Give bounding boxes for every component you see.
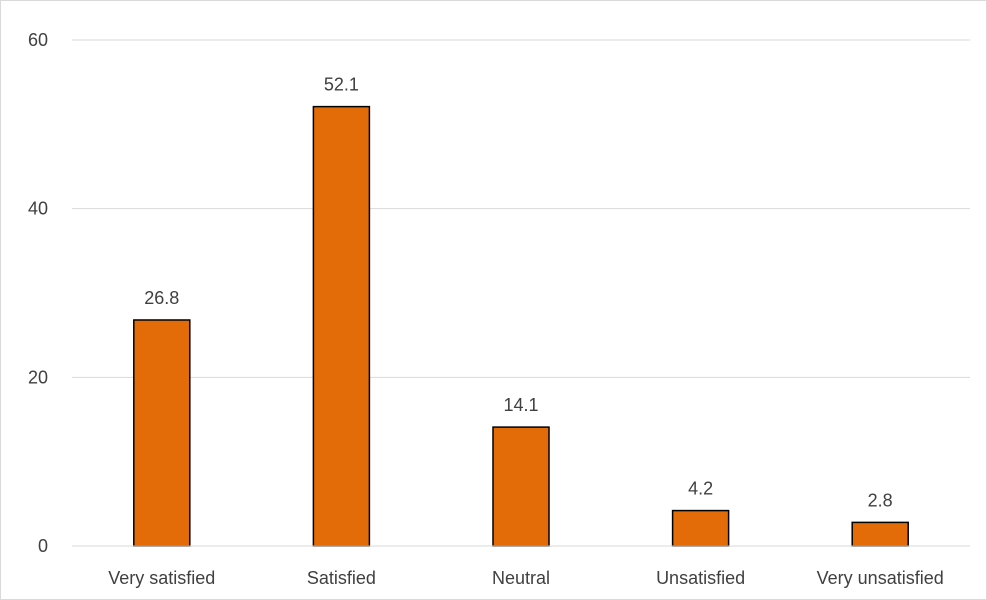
bar xyxy=(492,426,550,547)
gridlines xyxy=(72,39,970,378)
bar-value-label: 2.8 xyxy=(868,490,893,510)
bar xyxy=(851,521,909,547)
y-tick-label: 40 xyxy=(28,199,48,219)
category-label: Satisfied xyxy=(307,568,376,588)
bar xyxy=(133,319,191,547)
category-label: Very unsatisfied xyxy=(817,568,944,588)
bar xyxy=(671,509,730,547)
bars xyxy=(133,105,909,547)
y-tick-label: 60 xyxy=(28,30,48,50)
category-label: Neutral xyxy=(492,568,550,588)
category-label: Unsatisfied xyxy=(656,568,745,588)
bar-value-label: 14.1 xyxy=(503,395,538,415)
category-label: Very satisfied xyxy=(108,568,215,588)
y-tick-label: 20 xyxy=(28,367,48,387)
y-tick-label: 0 xyxy=(38,536,48,556)
y-axis-ticks: 0 20 40 60 xyxy=(28,30,48,556)
bar xyxy=(312,105,371,547)
x-axis-labels: Very satisfied Satisfied Neutral Unsatisfie… xyxy=(108,568,943,588)
bar-value-label: 52.1 xyxy=(324,75,359,95)
data-labels: 26.8 52.1 14.1 4.2 2.8 xyxy=(144,75,892,511)
bar-value-label: 26.8 xyxy=(144,288,179,308)
bar-value-label: 4.2 xyxy=(688,479,713,499)
